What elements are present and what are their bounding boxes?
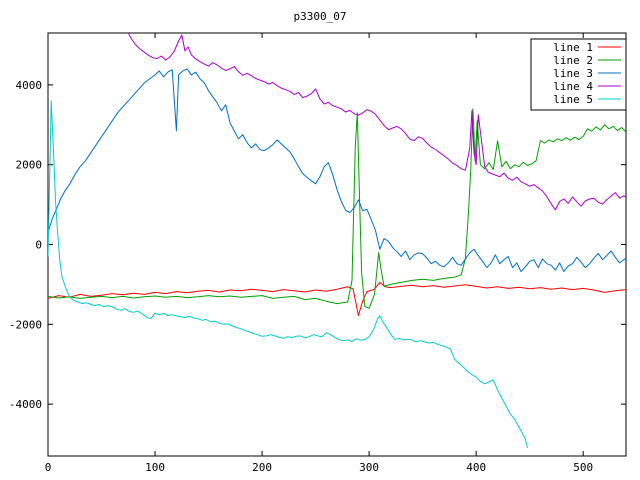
series-line-1 <box>48 281 626 316</box>
y-tick-label: -2000 <box>9 318 42 331</box>
y-tick-label: 4000 <box>16 79 43 92</box>
x-tick-label: 100 <box>145 461 165 474</box>
x-tick-label: 0 <box>45 461 52 474</box>
legend-label: line 1 <box>553 41 593 54</box>
chart-title: p3300_07 <box>293 10 347 23</box>
series-group <box>48 33 626 449</box>
series-line-3 <box>48 68 626 273</box>
series-line-2 <box>48 108 626 309</box>
legend-label: line 2 <box>553 54 593 67</box>
legend-box <box>530 38 627 111</box>
series-line-5 <box>48 100 528 449</box>
x-tick-label: 400 <box>466 461 486 474</box>
y-tick-label: 0 <box>35 239 42 252</box>
x-tick-label: 500 <box>573 461 593 474</box>
legend-label: line 5 <box>553 93 593 106</box>
y-tick-label: 2000 <box>16 159 43 172</box>
series-line-4 <box>127 33 626 211</box>
legend-label: line 4 <box>553 80 593 93</box>
x-tick-label: 300 <box>359 461 379 474</box>
x-tick-label: 200 <box>252 461 272 474</box>
y-tick-label: -4000 <box>9 398 42 411</box>
legend-label: line 3 <box>553 67 593 80</box>
